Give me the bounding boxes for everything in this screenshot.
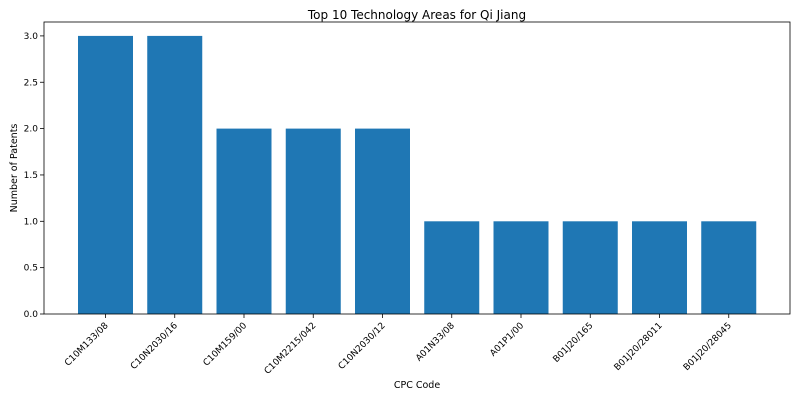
bar-C10M2215/042 bbox=[286, 129, 341, 314]
x-tick-label: A01P1/00 bbox=[488, 321, 526, 359]
x-axis: C10M133/08 C10N2030/16 C10M159/00 C10M2215/… bbox=[63, 314, 734, 377]
y-tick-label: 3.0 bbox=[24, 32, 39, 42]
y-tick-label: 1.5 bbox=[24, 171, 38, 181]
bar-C10M159/00 bbox=[217, 129, 272, 314]
bar-C10N2030/12 bbox=[355, 129, 410, 314]
bar-C10N2030/16 bbox=[147, 36, 202, 314]
x-tick-label: C10N2030/12 bbox=[337, 321, 388, 372]
x-tick-label: C10M2215/042 bbox=[263, 321, 319, 377]
y-tick-label: 0.5 bbox=[24, 264, 38, 274]
bar-B01J20/165 bbox=[563, 221, 618, 314]
x-axis-label: CPC Code bbox=[394, 380, 440, 391]
y-tick-label: 1.0 bbox=[24, 217, 39, 227]
bar-C10M133/08 bbox=[78, 36, 133, 314]
y-axis-label: Number of Patents bbox=[9, 124, 20, 213]
chart-title: Top 10 Technology Areas for Qi Jiang bbox=[307, 8, 526, 22]
bar-B01J20/28011 bbox=[632, 221, 687, 314]
x-tick-label: C10M159/00 bbox=[202, 321, 250, 369]
y-tick-label: 0.0 bbox=[24, 310, 39, 320]
x-tick-label: C10N2030/16 bbox=[129, 321, 180, 372]
bar-A01P1/00 bbox=[494, 221, 549, 314]
bars-group bbox=[78, 36, 756, 314]
x-tick-label: B01J20/28045 bbox=[682, 321, 734, 373]
x-tick-label: A01N33/08 bbox=[414, 321, 457, 364]
y-axis: 0.0 0.5 1.0 1.5 2.0 2.5 3.0 bbox=[24, 32, 44, 320]
x-tick-label: B01J20/165 bbox=[552, 321, 596, 365]
bar-B01J20/28045 bbox=[701, 221, 756, 314]
x-tick-label: C10M133/08 bbox=[63, 321, 111, 369]
bar-A01N33/08 bbox=[424, 221, 479, 314]
y-tick-label: 2.5 bbox=[24, 78, 38, 88]
x-tick-label: B01J20/28011 bbox=[613, 321, 665, 373]
y-tick-label: 2.0 bbox=[24, 125, 39, 135]
